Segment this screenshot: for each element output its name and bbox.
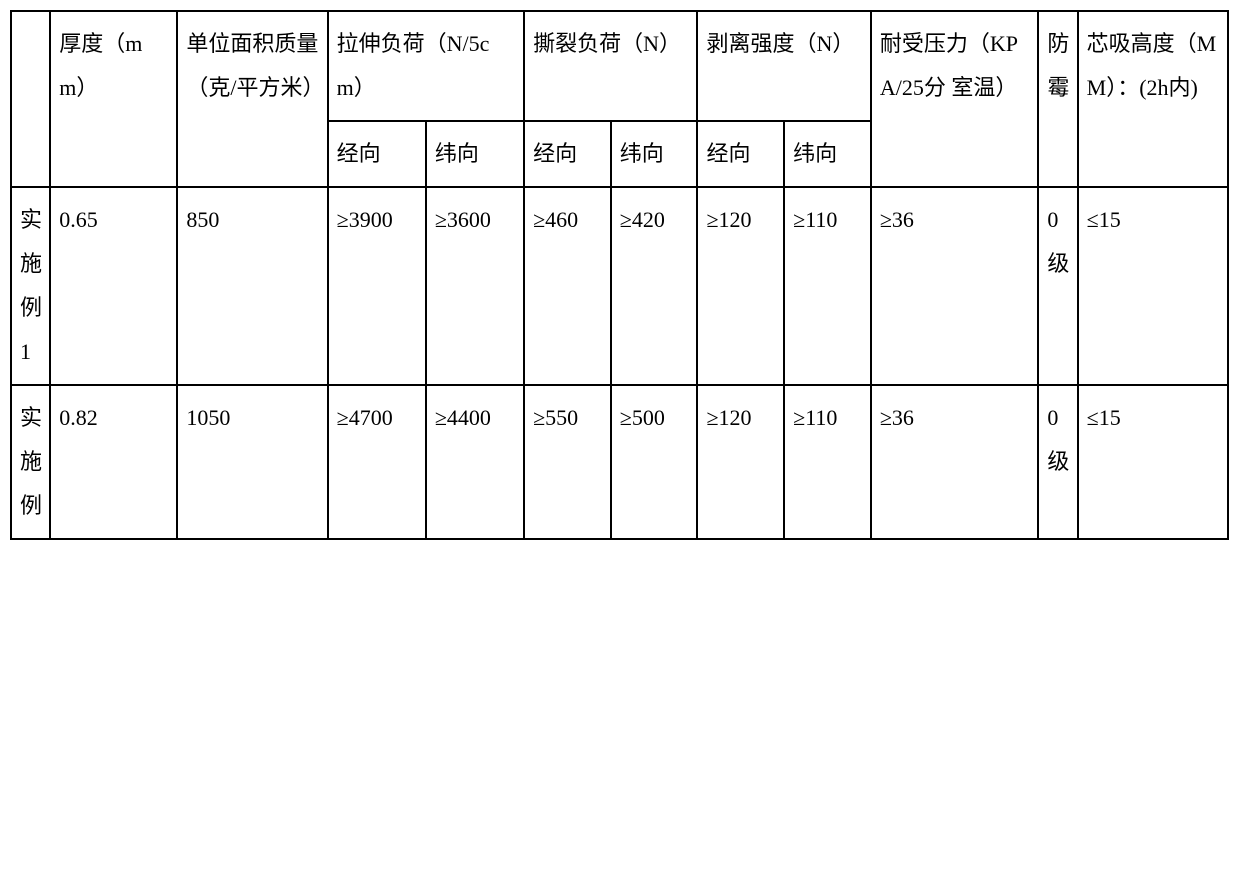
cell-wick: ≤15 (1078, 385, 1228, 539)
sub-peel-wei: 纬向 (784, 121, 871, 187)
header-blank (11, 11, 50, 187)
sub-tensile-jing: 经向 (328, 121, 426, 187)
sub-tear-jing: 经向 (524, 121, 611, 187)
row-label: 实施例1 (11, 187, 50, 385)
header-thickness: 厚度（mm） (50, 11, 177, 187)
header-pressure: 耐受压力（KPA/25分 室温） (871, 11, 1039, 187)
cell-mass: 1050 (177, 385, 327, 539)
cell-peel-wei: ≥110 (784, 385, 871, 539)
header-peel: 剥离强度（N） (697, 11, 870, 121)
cell-tear-wei: ≥420 (611, 187, 698, 385)
cell-wick: ≤15 (1078, 187, 1228, 385)
table-row: 实施例1 0.65 850 ≥3900 ≥3600 ≥460 ≥420 ≥120… (11, 187, 1228, 385)
header-tear: 撕裂负荷（N） (524, 11, 697, 121)
cell-peel-wei: ≥110 (784, 187, 871, 385)
cell-mildew: 0级 (1038, 187, 1077, 385)
header-tensile: 拉伸负荷（N/5cm） (328, 11, 524, 121)
cell-pressure: ≥36 (871, 187, 1039, 385)
table-header-row-1: 厚度（mm） 单位面积质量（克/平方米） 拉伸负荷（N/5cm） 撕裂负荷（N）… (11, 11, 1228, 121)
table-row: 实施例 0.82 1050 ≥4700 ≥4400 ≥550 ≥500 ≥120… (11, 385, 1228, 539)
sub-tensile-wei: 纬向 (426, 121, 524, 187)
row-label: 实施例 (11, 385, 50, 539)
cell-tensile-wei: ≥3600 (426, 187, 524, 385)
cell-mildew: 0级 (1038, 385, 1077, 539)
cell-tensile-jing: ≥3900 (328, 187, 426, 385)
cell-thickness: 0.65 (50, 187, 177, 385)
cell-tensile-wei: ≥4400 (426, 385, 524, 539)
sub-tear-wei: 纬向 (611, 121, 698, 187)
sub-peel-jing: 经向 (697, 121, 784, 187)
cell-tear-jing: ≥460 (524, 187, 611, 385)
material-properties-table: 厚度（mm） 单位面积质量（克/平方米） 拉伸负荷（N/5cm） 撕裂负荷（N）… (10, 10, 1229, 540)
cell-tear-jing: ≥550 (524, 385, 611, 539)
cell-pressure: ≥36 (871, 385, 1039, 539)
cell-peel-jing: ≥120 (697, 187, 784, 385)
cell-tensile-jing: ≥4700 (328, 385, 426, 539)
cell-thickness: 0.82 (50, 385, 177, 539)
header-mildew: 防霉 (1038, 11, 1077, 187)
cell-mass: 850 (177, 187, 327, 385)
header-wick: 芯吸高度（MM）：(2h内) (1078, 11, 1228, 187)
cell-peel-jing: ≥120 (697, 385, 784, 539)
header-mass: 单位面积质量（克/平方米） (177, 11, 327, 187)
cell-tear-wei: ≥500 (611, 385, 698, 539)
